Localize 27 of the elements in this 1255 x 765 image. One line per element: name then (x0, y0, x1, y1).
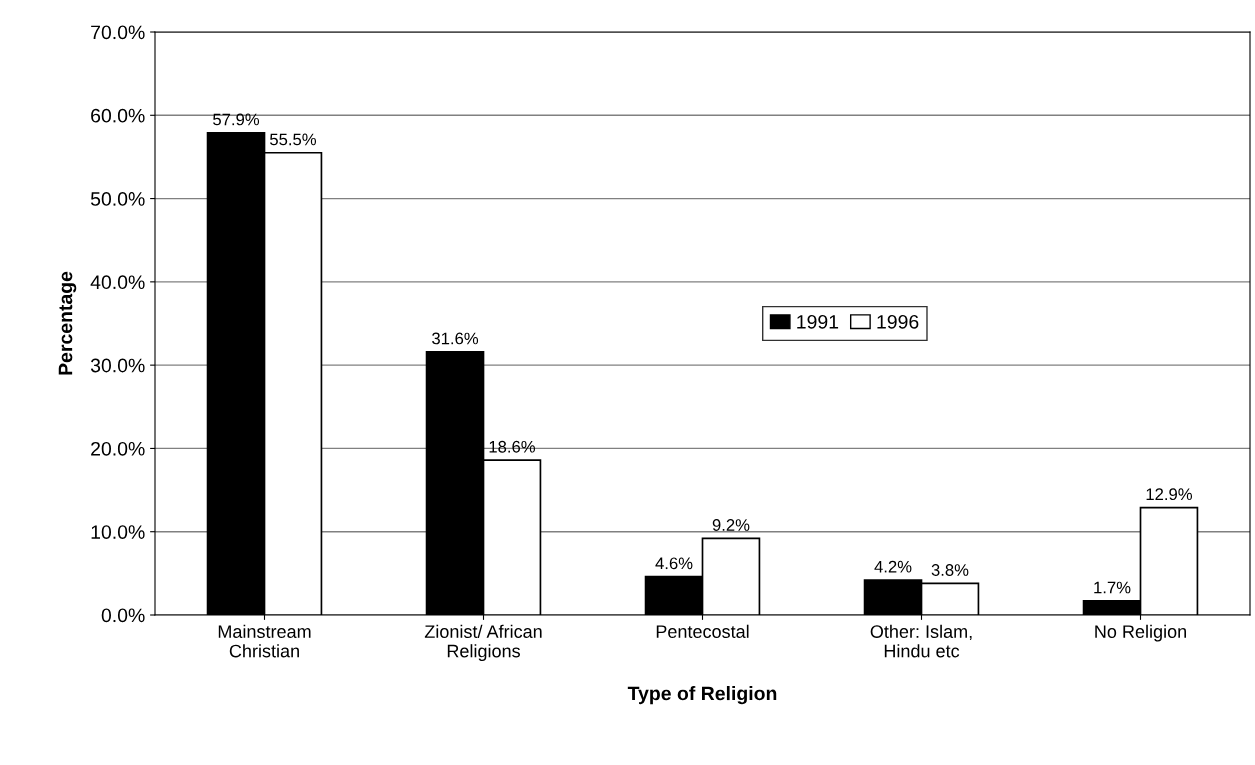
x-tick-label: Mainstream Christian (218, 624, 311, 658)
data-label: 57.9% (213, 113, 260, 126)
data-label: 4.6% (655, 557, 693, 570)
legend-label: 1991 (797, 314, 839, 329)
data-label: 12.9% (1146, 488, 1193, 501)
y-axis-title: Percentage (58, 271, 77, 375)
y-tick-label: 70.0% (91, 25, 145, 40)
y-tick-label: 10.0% (91, 525, 145, 539)
data-label: 18.6% (489, 440, 536, 453)
x-tick-label: No Religion (1095, 624, 1186, 642)
x-tick-label: Zionist/ African Religions (424, 624, 542, 661)
data-label: 4.2% (874, 560, 912, 573)
x-axis-title: Type of Religion (627, 686, 777, 705)
y-tick-label: 60.0% (91, 108, 145, 123)
y-tick-label: 30.0% (90, 358, 145, 373)
legend-label: 1996 (877, 314, 919, 329)
y-tick-label: 50.0% (90, 192, 145, 206)
x-tick-label: Pentecostal (656, 624, 749, 638)
data-label: 55.5% (270, 133, 317, 146)
x-tick-label: Other: Islam, Hindu etc (870, 624, 972, 658)
y-tick-label: 0.0% (101, 608, 145, 623)
y-tick-label: 20.0% (91, 441, 145, 456)
data-label: 3.8% (931, 564, 969, 576)
y-tick-label: 40.0% (90, 275, 145, 290)
data-label: 1.7% (1094, 581, 1131, 594)
data-label: 9.2% (712, 519, 750, 531)
data-label: 31.6% (432, 332, 479, 345)
